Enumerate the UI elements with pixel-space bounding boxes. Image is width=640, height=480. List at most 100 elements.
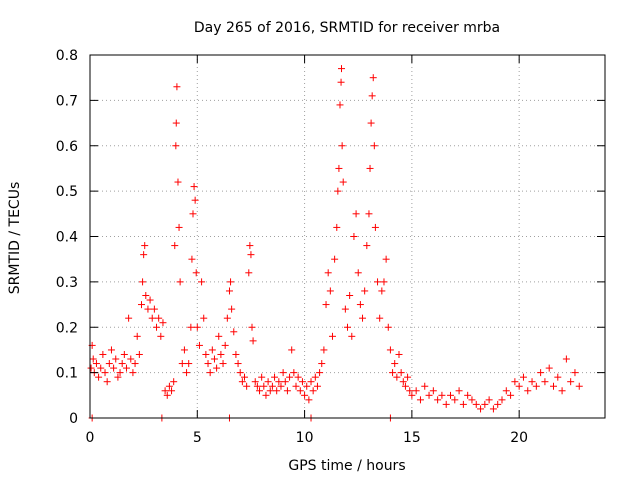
- data-point: [421, 382, 429, 390]
- data-point: [190, 183, 198, 191]
- data-point: [498, 396, 506, 404]
- data-point: [305, 396, 313, 404]
- data-point: [253, 382, 261, 390]
- data-point: [438, 391, 446, 399]
- data-point: [245, 269, 253, 277]
- data-point: [537, 369, 545, 377]
- data-point: [298, 378, 306, 386]
- data-point: [324, 269, 332, 277]
- data-point: [307, 378, 315, 386]
- data-point: [554, 373, 562, 381]
- data-point: [333, 223, 341, 231]
- data-point: [236, 369, 244, 377]
- data-point: [389, 369, 397, 377]
- data-point: [331, 255, 339, 263]
- data-point: [408, 391, 416, 399]
- data-point: [451, 396, 459, 404]
- data-point: [277, 382, 285, 390]
- data-point: [318, 360, 326, 368]
- data-point: [528, 378, 536, 386]
- data-point: [256, 387, 264, 395]
- data-point: [148, 314, 156, 322]
- data-point: [155, 314, 163, 322]
- data-point: [275, 378, 283, 386]
- data-point: [337, 65, 345, 73]
- data-point: [206, 369, 214, 377]
- data-point: [264, 378, 272, 386]
- data-point: [125, 314, 133, 322]
- data-point: [150, 305, 158, 313]
- data-point: [116, 369, 124, 377]
- data-point: [361, 287, 369, 295]
- data-point: [416, 396, 424, 404]
- data-point: [217, 350, 225, 358]
- data-point: [202, 350, 210, 358]
- grid-lines: [90, 55, 605, 418]
- data-points: [87, 65, 583, 422]
- data-point: [163, 391, 171, 399]
- x-tick-label: 10: [296, 430, 314, 446]
- y-tick-label: 0.8: [56, 48, 78, 64]
- data-point: [352, 210, 360, 218]
- data-point: [334, 187, 342, 195]
- data-point: [198, 278, 206, 286]
- data-point: [176, 278, 184, 286]
- data-point: [230, 328, 238, 336]
- data-point: [464, 391, 472, 399]
- data-point: [359, 314, 367, 322]
- plot-border: [89, 54, 606, 419]
- data-point: [97, 364, 105, 372]
- data-point: [107, 346, 115, 354]
- data-point: [485, 396, 493, 404]
- data-point: [175, 223, 183, 231]
- data-point: [455, 387, 463, 395]
- data-point: [146, 296, 154, 304]
- data-point: [183, 369, 191, 377]
- data-point: [273, 387, 281, 395]
- x-tick-label: 5: [193, 430, 202, 446]
- data-point: [114, 373, 122, 381]
- data-point: [140, 251, 148, 259]
- data-point: [575, 382, 583, 390]
- y-tick-label: 0.6: [56, 139, 78, 155]
- data-point: [260, 382, 268, 390]
- data-point: [367, 119, 375, 127]
- data-point: [401, 382, 409, 390]
- data-point: [266, 387, 274, 395]
- data-point: [442, 400, 450, 408]
- data-point: [326, 287, 334, 295]
- data-point: [286, 373, 294, 381]
- data-point: [191, 196, 199, 204]
- data-point: [234, 360, 242, 368]
- data-point: [502, 387, 510, 395]
- data-point: [120, 350, 128, 358]
- data-point: [468, 396, 476, 404]
- data-point: [545, 364, 553, 372]
- data-point: [139, 278, 147, 286]
- y-axis-label: SRMTID / TECUs: [7, 182, 23, 295]
- data-point: [279, 369, 287, 377]
- data-point: [406, 387, 414, 395]
- data-point: [369, 74, 377, 82]
- data-point: [225, 287, 233, 295]
- data-point: [290, 369, 298, 377]
- y-tick-label: 0.3: [56, 275, 78, 291]
- data-point: [339, 178, 347, 186]
- data-point: [328, 332, 336, 340]
- y-tick-label: 0.4: [56, 230, 78, 246]
- data-point: [356, 301, 364, 309]
- data-point: [378, 287, 386, 295]
- data-point: [188, 255, 196, 263]
- data-point: [271, 373, 279, 381]
- data-point: [366, 164, 374, 172]
- data-point: [268, 382, 276, 390]
- data-point: [208, 346, 216, 354]
- data-point: [350, 233, 358, 240]
- data-point: [283, 387, 291, 395]
- data-point: [567, 378, 575, 386]
- data-point: [174, 178, 182, 186]
- y-tick-label: 0.2: [56, 320, 78, 336]
- data-point: [228, 305, 236, 313]
- data-point: [238, 378, 246, 386]
- data-point: [153, 323, 161, 331]
